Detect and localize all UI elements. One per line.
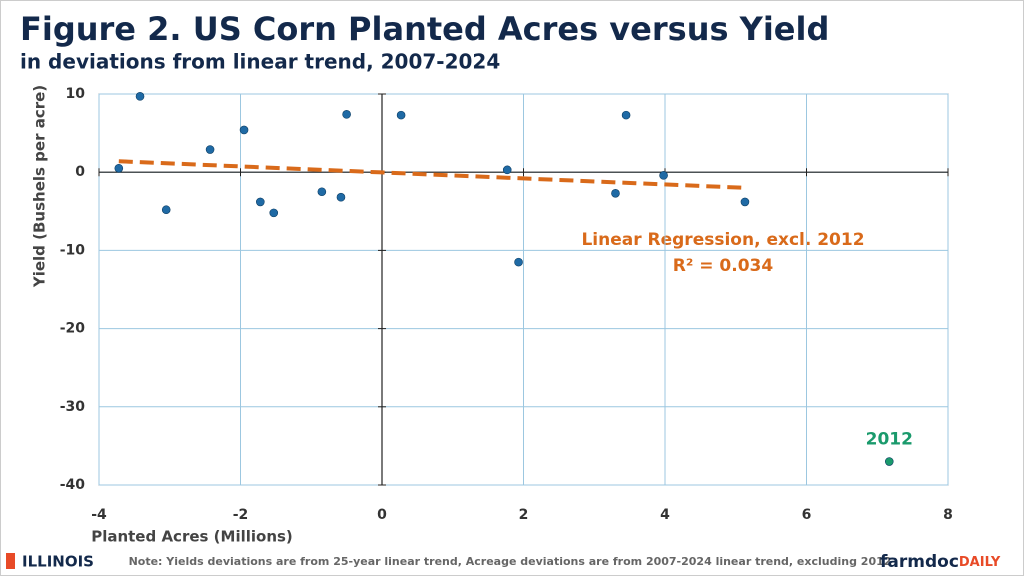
x-tick-label: 0 <box>377 507 387 523</box>
y-tick-label: 10 <box>66 86 86 102</box>
annotation: Linear Regression, excl. 2012 <box>581 230 864 250</box>
point <box>239 125 249 135</box>
x-axis-title: Planted Acres (Millions) <box>91 528 293 546</box>
y-tick-label: -10 <box>60 242 86 258</box>
point <box>884 457 894 466</box>
chart-subtitle: in deviations from linear trend, 2007-20… <box>20 50 500 74</box>
point <box>396 110 406 120</box>
point <box>342 110 351 119</box>
logo-left: ILLINOIS <box>22 553 94 571</box>
x-tick-label: -2 <box>233 507 249 523</box>
y-tick-label: -20 <box>60 321 86 337</box>
x-tick-label: 8 <box>943 507 953 523</box>
point <box>502 165 512 175</box>
point <box>659 171 668 180</box>
note: Note: Yields deviations are from 25-year… <box>129 555 892 568</box>
y-tick-label: 0 <box>75 164 85 180</box>
x-tick-label: 2 <box>519 507 529 523</box>
chart-title: Figure 2. US Corn Planted Acres versus Y… <box>20 10 829 48</box>
point <box>161 205 171 215</box>
point-label: 2012 <box>866 430 913 450</box>
x-tick-label: -4 <box>91 507 107 523</box>
point <box>269 208 279 218</box>
point <box>621 110 631 120</box>
point <box>611 189 620 198</box>
point <box>514 257 523 267</box>
point <box>740 197 750 207</box>
logo-part: DAILY <box>959 555 1001 570</box>
point <box>256 197 265 207</box>
point <box>336 192 346 202</box>
point <box>135 92 145 101</box>
logo-part: farmdoc <box>880 552 959 572</box>
logo-mark <box>6 553 15 569</box>
point <box>114 163 124 173</box>
x-tick-label: 4 <box>660 507 670 523</box>
y-tick-label: -30 <box>60 399 86 415</box>
logo-right: farmdocDAILY <box>880 552 1001 572</box>
x-tick-label: 6 <box>802 507 812 523</box>
point <box>317 187 327 197</box>
point <box>205 145 215 154</box>
y-axis-title: Yield (Bushels per acre) <box>31 85 49 288</box>
y-tick-label: -40 <box>60 477 86 493</box>
annotation: R² = 0.034 <box>673 256 774 276</box>
